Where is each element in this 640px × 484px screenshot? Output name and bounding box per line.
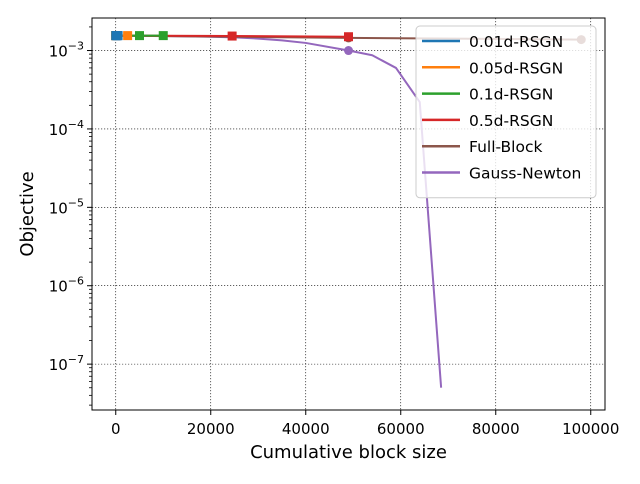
plot-frame bbox=[91, 17, 606, 411]
legend-item: 0.1d-RSGN bbox=[422, 86, 553, 104]
legend-item: Gauss-Newton bbox=[422, 165, 581, 183]
tick-layer: 0 20000 40000 60000 80000 100000 10−7 10−6 10−5 1… bbox=[49, 26, 619, 438]
legend-label: Gauss-Newton bbox=[469, 165, 581, 183]
legend-label: 0.01d-RSGN bbox=[469, 33, 563, 51]
data-point-marker bbox=[158, 31, 168, 41]
y-tick-label: 10−4 bbox=[49, 118, 84, 139]
x-tick-label: 40000 bbox=[282, 420, 330, 438]
legend-item: 0.5d-RSGN bbox=[422, 112, 553, 130]
legend[interactable]: 0.01d-RSGN 0.05d-RSGN 0.1d-RSGN 0.5d-RSGN Fu… bbox=[415, 25, 597, 199]
legend-item: Full-Block bbox=[422, 138, 542, 156]
y-tick-label: 10−7 bbox=[49, 353, 84, 374]
data-point-marker bbox=[227, 31, 237, 41]
y-tick-label: 10−3 bbox=[49, 40, 84, 61]
x-axis-label: Cumulative block size bbox=[250, 442, 447, 463]
data-point-marker bbox=[344, 46, 353, 56]
legend-item: 0.05d-RSGN bbox=[422, 59, 563, 77]
y-tick-label: 10−5 bbox=[49, 196, 84, 217]
x-tick-label: 60000 bbox=[377, 420, 425, 438]
x-tick-label: 20000 bbox=[187, 420, 235, 438]
grid-layer bbox=[92, 18, 605, 410]
legend-box bbox=[415, 25, 597, 199]
legend-label: Full-Block bbox=[469, 138, 542, 156]
y-tick-label: 10−6 bbox=[49, 275, 84, 296]
x-tick-label: 100000 bbox=[562, 420, 619, 438]
data-point-marker bbox=[135, 31, 144, 41]
x-tick-label: 80000 bbox=[472, 420, 520, 438]
legend-label: 0.05d-RSGN bbox=[469, 59, 563, 77]
legend-item: 0.01d-RSGN bbox=[422, 33, 563, 51]
data-point-marker bbox=[113, 31, 123, 41]
data-point-marker bbox=[344, 32, 353, 42]
data-point-marker bbox=[123, 31, 133, 41]
legend-label: 0.5d-RSGN bbox=[469, 112, 553, 130]
legend-label: 0.1d-RSGN bbox=[469, 86, 553, 104]
series-0-01d-rsgn bbox=[111, 31, 123, 41]
x-tick-label: 0 bbox=[111, 420, 121, 438]
y-axis-label: Objective bbox=[17, 171, 38, 256]
